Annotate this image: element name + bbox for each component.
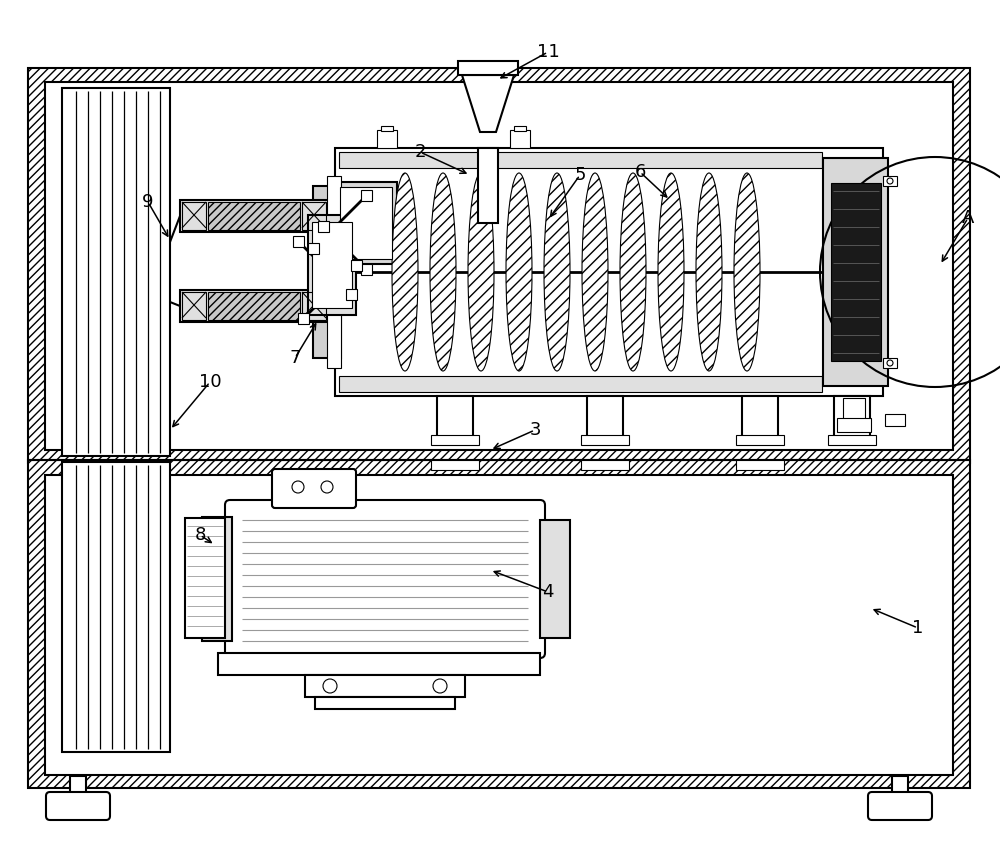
Bar [70, 776, 86, 796]
Bar [831, 183, 881, 361]
Bar [208, 292, 300, 320]
Text: 10: 10 [199, 373, 221, 391]
Bar [883, 358, 897, 368]
Circle shape [323, 679, 337, 693]
Ellipse shape [734, 173, 760, 371]
Bar [45, 82, 953, 450]
Bar [437, 396, 473, 438]
Text: 2: 2 [414, 143, 426, 161]
Bar [361, 190, 372, 200]
Circle shape [887, 360, 893, 366]
Bar [736, 435, 784, 445]
Bar [305, 675, 465, 697]
Text: A: A [962, 209, 974, 227]
Bar [458, 61, 518, 75]
Polygon shape [462, 75, 514, 132]
Circle shape [321, 481, 333, 493]
Bar [182, 202, 206, 230]
Text: 11: 11 [537, 43, 559, 61]
Bar [478, 148, 498, 223]
Ellipse shape [430, 173, 456, 371]
FancyBboxPatch shape [225, 500, 545, 658]
Bar [180, 290, 328, 322]
Bar [823, 158, 888, 386]
Ellipse shape [658, 173, 684, 371]
Bar [45, 475, 953, 775]
Bar [514, 126, 526, 131]
Bar [540, 520, 570, 638]
Bar [28, 68, 970, 463]
Bar [308, 215, 356, 315]
Bar [308, 244, 319, 255]
Circle shape [292, 481, 304, 493]
Bar [318, 222, 329, 233]
Bar [581, 460, 629, 470]
Bar [431, 435, 479, 445]
FancyBboxPatch shape [868, 792, 932, 820]
Ellipse shape [392, 173, 418, 371]
Bar [892, 776, 908, 796]
Bar [302, 292, 326, 320]
Bar [843, 398, 865, 420]
Bar [834, 396, 870, 438]
Text: 8: 8 [194, 526, 206, 544]
Bar [587, 396, 623, 438]
Bar [346, 290, 357, 301]
Bar [742, 396, 778, 438]
Bar [202, 517, 232, 641]
Ellipse shape [620, 173, 646, 371]
Bar [315, 697, 455, 709]
Bar [351, 260, 362, 271]
Bar [208, 202, 300, 230]
Bar [327, 176, 341, 368]
Bar [335, 182, 397, 264]
Circle shape [887, 178, 893, 184]
Bar [339, 152, 822, 168]
Bar [885, 414, 905, 426]
Bar [828, 435, 876, 445]
Bar [377, 130, 397, 148]
Bar [312, 222, 352, 308]
Bar [293, 236, 304, 246]
Text: 4: 4 [542, 583, 554, 601]
Bar [431, 460, 479, 470]
Bar [510, 130, 530, 148]
Ellipse shape [544, 173, 570, 371]
Bar [581, 435, 629, 445]
Text: 9: 9 [142, 193, 154, 211]
Ellipse shape [506, 173, 532, 371]
Bar [218, 653, 540, 675]
Bar [180, 200, 328, 232]
Bar [28, 460, 970, 788]
Text: 1: 1 [912, 619, 924, 637]
Bar [883, 176, 897, 186]
Bar [340, 187, 392, 259]
Bar [298, 314, 309, 325]
Bar [335, 148, 883, 396]
Bar [339, 376, 822, 392]
Bar [736, 460, 784, 470]
Ellipse shape [468, 173, 494, 371]
Bar [381, 126, 393, 131]
Ellipse shape [696, 173, 722, 371]
Text: 6: 6 [634, 163, 646, 181]
Text: 7: 7 [289, 349, 301, 367]
Bar [62, 88, 170, 456]
Bar [837, 418, 871, 432]
FancyBboxPatch shape [46, 792, 110, 820]
Circle shape [433, 679, 447, 693]
Bar [313, 186, 341, 358]
Bar [275, 477, 353, 505]
Ellipse shape [582, 173, 608, 371]
Bar [62, 462, 170, 752]
Bar [185, 518, 225, 638]
Bar [182, 292, 206, 320]
Text: 5: 5 [574, 166, 586, 184]
Bar [361, 264, 372, 274]
Bar [302, 202, 326, 230]
Text: 3: 3 [529, 421, 541, 439]
FancyBboxPatch shape [272, 469, 356, 508]
